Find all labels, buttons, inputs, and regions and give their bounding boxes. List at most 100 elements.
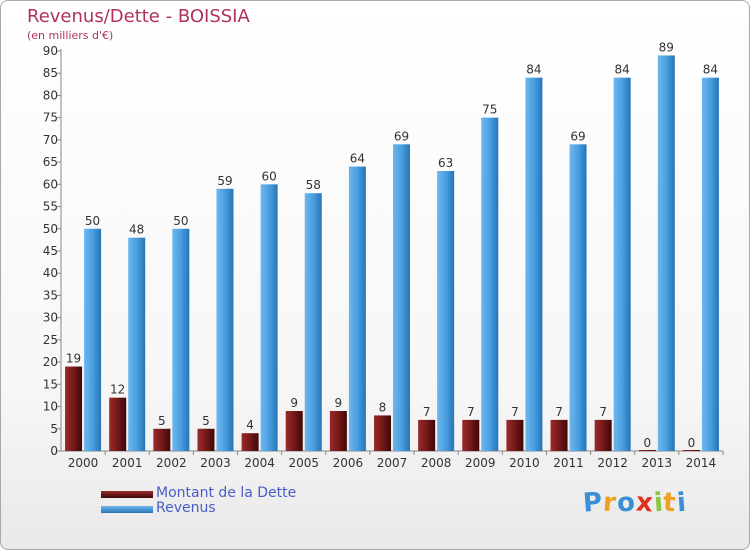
bar-revenus [481,117,499,452]
bar-dette [594,419,612,451]
bar-dette [153,428,171,451]
data-label-dette: 7 [467,405,475,419]
data-label-dette: 7 [423,405,431,419]
x-tick-label: 2008 [421,456,452,470]
data-label-revenus: 59 [217,174,232,188]
chart-subtitle: (en milliers d'€) [27,29,114,42]
y-tick-label: 25 [43,333,58,347]
bar-dette [418,419,436,451]
logo-letter: i [675,487,688,519]
legend-label-revenus: Revenus [156,500,216,516]
bar-revenus [84,228,102,451]
bar-revenus [569,144,587,452]
x-tick-label: 2011 [553,456,584,470]
bar-dette [506,419,524,451]
bar-dette [241,433,259,451]
bar-revenus [657,55,675,451]
legend-label-debt: Montant de la Dette [156,485,297,501]
bar-revenus [128,237,146,451]
x-tick-label: 2006 [333,456,364,470]
x-tick-label: 2001 [112,456,143,470]
bar-revenus [304,193,322,451]
y-tick-label: 35 [43,288,58,302]
data-label-revenus: 69 [570,129,585,143]
x-tick-label: 2003 [200,456,231,470]
data-label-revenus: 50 [173,214,188,228]
logo-letter: P [581,487,605,519]
data-label-dette: 12 [110,383,125,397]
data-label-dette: 8 [379,400,387,414]
bar-revenus [348,166,366,452]
data-label-revenus: 69 [394,129,409,143]
data-label-revenus: 50 [85,214,100,228]
proxiti-logo: Proxiti [581,487,688,519]
x-tick-label: 2004 [244,456,275,470]
data-label-dette: 7 [599,405,607,419]
data-label-dette: 5 [158,414,166,428]
y-tick-label: 70 [43,133,58,147]
bar-revenus [393,144,410,452]
legend-swatch-revenus [101,506,153,513]
y-tick-label: 45 [43,244,58,258]
x-tick-label: 2007 [377,456,408,470]
bar-revenus [613,77,631,452]
y-tick-label: 10 [43,400,58,414]
data-label-revenus: 75 [482,103,497,117]
data-label-dette: 4 [246,418,254,432]
bars-group [65,55,719,452]
logo-letter: x [634,487,655,519]
bar-dette [197,428,215,451]
axes: 0510152025303540455055606570758085902000… [43,44,724,470]
x-tick-label: 2002 [156,456,187,470]
data-label-revenus: 63 [438,156,453,170]
logo-letter: o [615,487,637,519]
y-tick-label: 30 [43,311,58,325]
y-tick-label: 55 [43,200,58,214]
y-tick-label: 20 [43,355,58,369]
x-tick-label: 2010 [509,456,540,470]
data-label-dette: 0 [643,436,651,450]
y-tick-label: 15 [43,377,58,391]
y-tick-label: 5 [50,422,58,436]
data-label-revenus: 89 [659,40,674,54]
bar-revenus [172,228,190,451]
data-label-dette: 7 [511,405,519,419]
y-tick-label: 40 [43,266,58,280]
bar-revenus [260,184,278,452]
y-tick-label: 85 [43,66,58,80]
data-label-dette: 19 [66,352,81,366]
x-tick-label: 2013 [642,456,673,470]
bar-revenus [216,188,234,451]
data-label-dette: 9 [290,396,298,410]
data-label-dette: 5 [202,414,210,428]
x-tick-label: 2012 [597,456,628,470]
chart-title: Revenus/Dette - BOISSIA [27,6,250,27]
y-tick-label: 90 [43,44,58,58]
x-tick-label: 2014 [686,456,717,470]
bar-dette [374,415,391,451]
bar-dette [109,397,127,451]
bar-dette [638,450,656,451]
bar-dette [462,419,480,451]
legend-swatch-debt [101,491,153,498]
y-tick-label: 50 [43,222,58,236]
data-label-dette: 7 [555,405,563,419]
x-tick-label: 2009 [465,456,496,470]
data-label-revenus: 48 [129,223,144,237]
y-tick-label: 65 [43,155,58,169]
y-tick-label: 80 [43,88,58,102]
data-label-revenus: 84 [703,63,718,77]
bar-dette [285,411,303,451]
x-tick-label: 2005 [288,456,319,470]
bar-dette [65,366,83,451]
bar-revenus [701,77,719,452]
y-tick-label: 60 [43,177,58,191]
data-label-revenus: 64 [350,152,365,166]
data-label-dette: 0 [688,436,696,450]
bar-dette [329,411,347,451]
bar-revenus [525,77,543,452]
bar-dette [682,450,700,451]
data-label-revenus: 58 [306,178,321,192]
data-labels-group: 19 50 12 48 5 50 5 59 4 60 9 58 9 64 8 69 7 63 7 75 7 84 7 69 7 8… [66,40,718,450]
